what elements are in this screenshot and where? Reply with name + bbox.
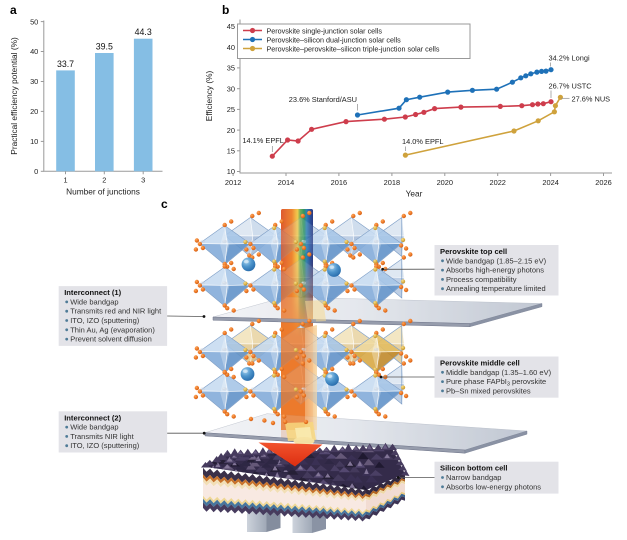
svg-text:Thin Au, Ag (evaporation): Thin Au, Ag (evaporation)	[70, 325, 155, 334]
svg-text:Practical efficiency potential: Practical efficiency potential (%)	[9, 37, 19, 155]
svg-text:Prevent solvent diffusion: Prevent solvent diffusion	[70, 335, 152, 344]
svg-text:0: 0	[34, 167, 38, 176]
svg-text:10: 10	[227, 167, 235, 176]
svg-text:Interconnect (1): Interconnect (1)	[64, 288, 121, 297]
svg-text:Wide bandgap: Wide bandgap	[70, 297, 118, 306]
svg-text:Year: Year	[406, 189, 423, 199]
svg-text:Wide bandgap: Wide bandgap	[70, 423, 118, 432]
svg-text:33.7: 33.7	[57, 59, 74, 69]
svg-text:Absorbs low-energy photons: Absorbs low-energy photons	[446, 482, 541, 491]
svg-text:Wide bandgap (1.85–2.15 eV): Wide bandgap (1.85–2.15 eV)	[446, 256, 547, 265]
svg-text:Efficiency (%): Efficiency (%)	[204, 70, 214, 121]
svg-text:2020: 2020	[437, 178, 453, 187]
svg-text:Annealing temperature limited: Annealing temperature limited	[446, 284, 546, 293]
svg-text:Perovskite–silicon dual-juncti: Perovskite–silicon dual-junction solar c…	[267, 35, 402, 44]
svg-text:Perovskite top cell: Perovskite top cell	[440, 247, 507, 256]
svg-text:Pb–Sn mixed perovskites: Pb–Sn mixed perovskites	[446, 386, 531, 395]
svg-text:40: 40	[30, 47, 38, 56]
svg-text:a: a	[10, 3, 17, 17]
svg-text:c: c	[161, 197, 168, 211]
svg-text:Number of junctions: Number of junctions	[66, 187, 140, 197]
svg-text:Perovskite–perovskite–silicon: Perovskite–perovskite–silicon triple-jun…	[267, 44, 440, 53]
svg-text:Perovskite middle cell: Perovskite middle cell	[440, 359, 520, 368]
svg-text:40: 40	[227, 43, 235, 52]
svg-text:39.5: 39.5	[96, 42, 113, 52]
svg-text:Narrow bandgap: Narrow bandgap	[446, 473, 501, 482]
svg-text:14.1% EPFL: 14.1% EPFL	[242, 136, 284, 145]
svg-text:23.6% Stanford/ASU: 23.6% Stanford/ASU	[289, 95, 357, 104]
svg-text:14.0% EPFL: 14.0% EPFL	[402, 137, 444, 146]
svg-text:Absorbs high-energy photons: Absorbs high-energy photons	[446, 266, 544, 275]
svg-text:27.6% NUS: 27.6% NUS	[572, 94, 611, 103]
svg-text:26.7% USTC: 26.7% USTC	[549, 82, 593, 91]
svg-text:34.2% Longi: 34.2% Longi	[549, 54, 590, 63]
svg-text:Process compatibility: Process compatibility	[446, 275, 517, 284]
svg-text:2016: 2016	[331, 178, 347, 187]
svg-text:ITO, IZO (sputtering): ITO, IZO (sputtering)	[70, 441, 140, 450]
svg-text:50: 50	[30, 17, 38, 26]
svg-text:2014: 2014	[278, 178, 294, 187]
svg-text:b: b	[222, 3, 229, 17]
svg-text:Transmits NIR light: Transmits NIR light	[70, 432, 134, 441]
svg-text:30: 30	[30, 77, 38, 86]
svg-text:45: 45	[227, 22, 235, 31]
svg-text:1: 1	[63, 176, 67, 185]
svg-text:15: 15	[227, 147, 235, 156]
svg-text:2022: 2022	[489, 178, 505, 187]
svg-text:Interconnect (2): Interconnect (2)	[64, 413, 121, 422]
svg-text:30: 30	[227, 84, 235, 93]
svg-text:10: 10	[30, 137, 38, 146]
svg-text:Transmits red and NIR light: Transmits red and NIR light	[70, 307, 162, 316]
svg-text:2026: 2026	[595, 178, 611, 187]
svg-text:2018: 2018	[384, 178, 400, 187]
svg-text:44.3: 44.3	[135, 27, 152, 37]
svg-text:2012: 2012	[225, 178, 241, 187]
svg-text:Middle bandgap (1.35–1.60 eV): Middle bandgap (1.35–1.60 eV)	[446, 368, 552, 377]
svg-text:20: 20	[227, 126, 235, 135]
svg-text:2: 2	[102, 176, 106, 185]
svg-text:2024: 2024	[542, 178, 558, 187]
svg-text:20: 20	[30, 107, 38, 116]
svg-text:ITO, IZO (sputtering): ITO, IZO (sputtering)	[70, 316, 140, 325]
svg-text:35: 35	[227, 64, 235, 73]
svg-text:25: 25	[227, 105, 235, 114]
svg-text:3: 3	[141, 176, 145, 185]
svg-text:Silicon bottom cell: Silicon bottom cell	[440, 464, 508, 473]
svg-text:Perovskite single-junction sol: Perovskite single-junction solar cells	[267, 26, 383, 35]
